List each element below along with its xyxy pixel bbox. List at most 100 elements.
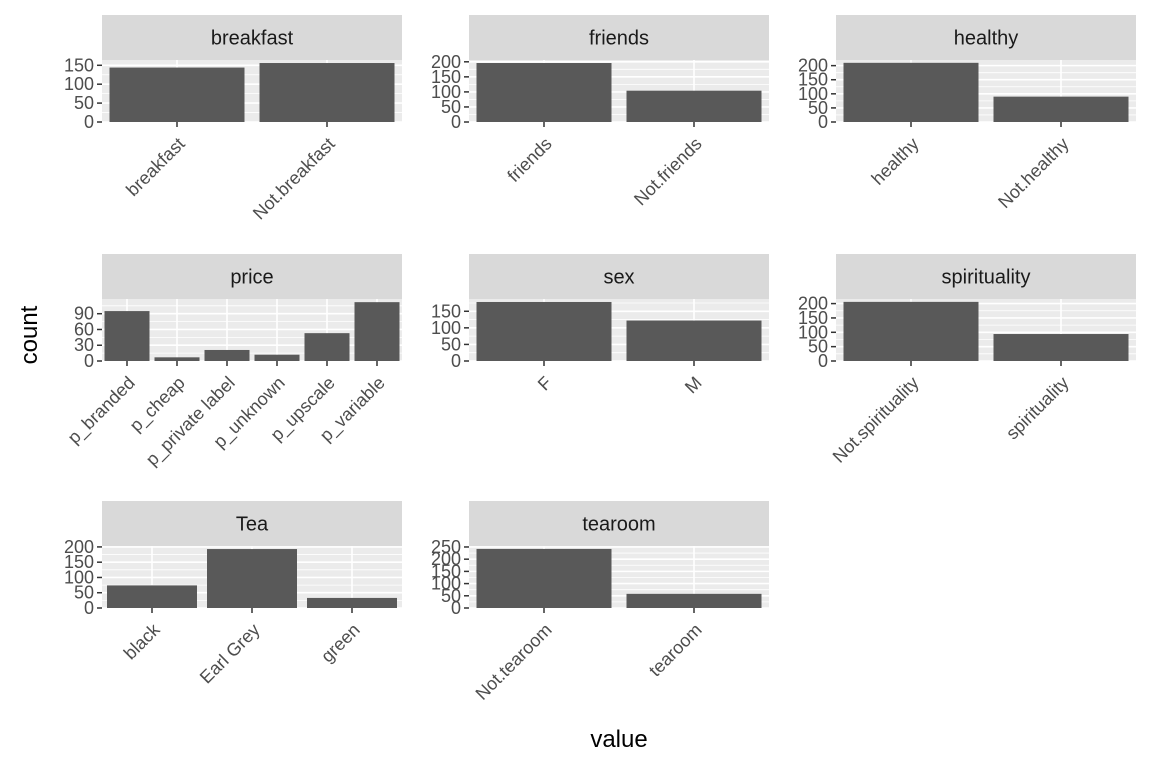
y-tick-label: 200 [798, 294, 828, 314]
y-tick-label: 200 [431, 52, 461, 72]
bar-friends-not-friends [626, 90, 762, 122]
bar-friends-friends [476, 63, 612, 122]
bar-sex-m [626, 320, 762, 361]
bar-price-p-unknown [254, 354, 300, 361]
facet-title: spirituality [942, 267, 1031, 289]
y-tick-label: 100 [798, 84, 828, 104]
y-tick-label: 150 [798, 308, 828, 328]
y-tick-label: 150 [64, 552, 94, 572]
bar-spirituality-spirituality [993, 334, 1129, 361]
y-tick-label: 0 [451, 351, 461, 371]
y-tick-label: 30 [74, 335, 94, 355]
y-tick-label: 150 [798, 70, 828, 90]
bar-breakfast-not-breakfast [259, 63, 395, 122]
y-tick-label: 0 [84, 598, 94, 618]
x-tick-label: F [534, 373, 556, 395]
y-tick-label: 150 [431, 67, 461, 87]
y-tick-label: 150 [431, 301, 461, 321]
y-tick-label: 50 [808, 98, 828, 118]
x-tick-label: black [120, 619, 165, 664]
y-tick-label: 150 [64, 55, 94, 75]
facet-title: friends [589, 28, 649, 50]
facet-strip [102, 501, 402, 546]
x-tick-label: Not.breakfast [249, 134, 339, 224]
y-tick-label: 50 [74, 583, 94, 603]
x-tick-label: Not.spirituality [829, 373, 923, 467]
bar-tea-earl-grey [207, 549, 297, 608]
y-tick-label: 90 [74, 304, 94, 324]
facet-title: Tea [236, 514, 269, 536]
facet-strip [836, 254, 1136, 299]
facet-strip [469, 501, 769, 546]
facet-strip [469, 254, 769, 299]
x-tick-label: Earl Grey [196, 620, 264, 688]
facet-title: healthy [954, 28, 1019, 50]
y-tick-label: 0 [84, 112, 94, 132]
x-tick-label: p_branded [64, 373, 140, 449]
bar-price-p-branded [104, 311, 150, 361]
y-tick-label: 0 [818, 112, 828, 132]
y-tick-label: 50 [74, 93, 94, 113]
y-tick-label: 60 [74, 319, 94, 339]
bar-price-p-cheap [154, 357, 200, 361]
bar-sex-f [476, 301, 612, 361]
x-tick-label: Not.friends [630, 134, 706, 210]
y-axis-title: count [16, 305, 43, 364]
y-tick-label: 0 [451, 598, 461, 618]
y-tick-label: 100 [64, 567, 94, 587]
facet-title: tearoom [582, 514, 655, 536]
bar-tea-green [307, 597, 397, 608]
x-tick-label: Not.tearoom [472, 620, 556, 704]
y-tick-label: 50 [808, 337, 828, 357]
y-tick-label: 100 [798, 322, 828, 342]
bar-healthy-healthy [843, 62, 979, 122]
facet-strip [102, 15, 402, 60]
x-axis-title: value [590, 726, 647, 753]
x-tick-label: green [317, 620, 364, 667]
facet-strip [102, 254, 402, 299]
y-tick-label: 100 [64, 74, 94, 94]
y-tick-label: 200 [431, 549, 461, 569]
bar-price-p-upscale [304, 333, 350, 361]
y-tick-label: 250 [431, 537, 461, 557]
facet-strip [469, 15, 769, 60]
y-tick-label: 100 [431, 82, 461, 102]
y-tick-label: 200 [798, 56, 828, 76]
facet-title: price [230, 267, 273, 289]
y-tick-label: 50 [441, 97, 461, 117]
bar-spirituality-not-spirituality [843, 301, 979, 361]
y-tick-label: 150 [431, 561, 461, 581]
facet-strip [836, 15, 1136, 60]
x-tick-label: breakfast [122, 134, 189, 201]
x-tick-label: tearoom [645, 620, 706, 681]
bar-breakfast-breakfast [109, 67, 245, 122]
y-tick-label: 50 [441, 586, 461, 606]
bar-healthy-not-healthy [993, 96, 1129, 122]
bar-tearoom-not-tearoom [476, 548, 612, 608]
bar-tea-black [107, 585, 197, 608]
facet-title: sex [603, 267, 634, 289]
x-tick-label: spirituality [1002, 373, 1073, 444]
y-tick-label: 50 [441, 334, 461, 354]
y-tick-label: 100 [431, 318, 461, 338]
y-tick-label: 200 [64, 537, 94, 557]
x-tick-label: Not.healthy [994, 134, 1073, 213]
x-tick-label: friends [503, 134, 555, 186]
bar-price-p-private-label [204, 349, 250, 361]
x-tick-label: healthy [868, 134, 923, 189]
bar-tearoom-tearoom [626, 593, 762, 608]
y-tick-label: 0 [84, 351, 94, 371]
y-tick-label: 0 [818, 351, 828, 371]
bar-price-p-variable [354, 302, 400, 361]
x-tick-label: M [681, 373, 706, 398]
y-tick-label: 0 [451, 112, 461, 132]
